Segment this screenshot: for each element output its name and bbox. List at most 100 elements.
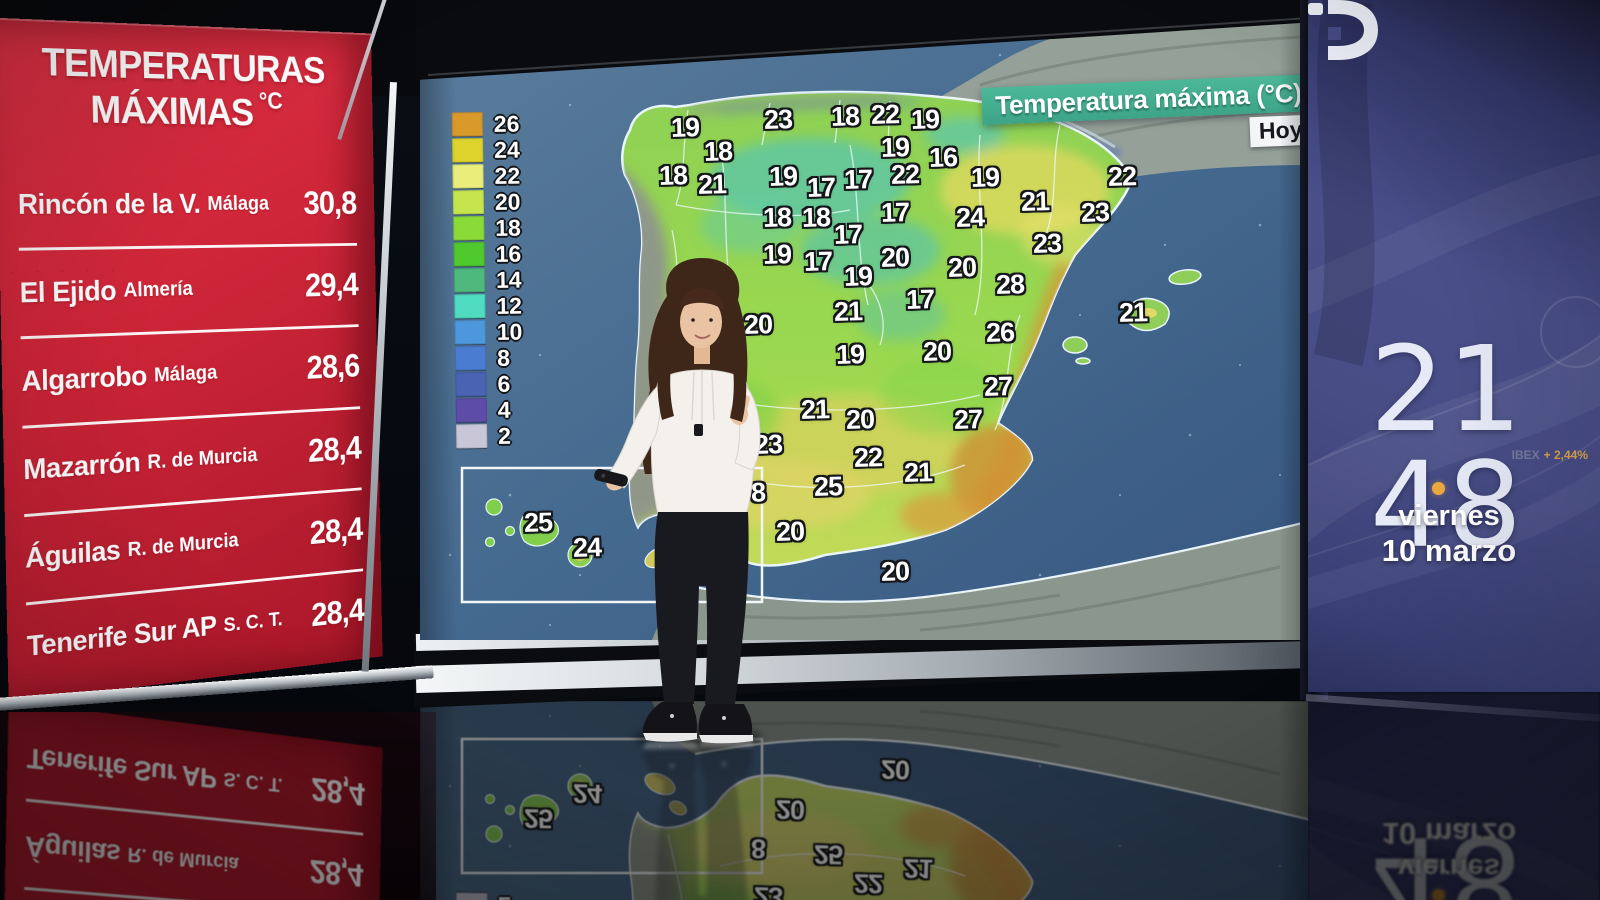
legend-value: 22 [494,162,521,189]
map-temperature-label: 21 [903,457,933,488]
map-temperature-label: 22 [853,868,883,899]
legend-value: 2 [497,422,512,449]
legend-entry: 20 [452,188,521,216]
legend-value: 16 [495,240,522,267]
map-temperature-label: 8 [750,833,766,864]
map-temperature-label: 27 [983,371,1013,402]
legend-entry: 4 [455,396,524,424]
panel-title-unit: °C [258,88,283,115]
map-temperature-label: 21 [833,296,863,327]
map-temperature-label: 19 [670,112,700,143]
station-value: 28,4 [310,592,365,634]
ticker-index-label: IBEX [1511,448,1540,462]
map-temperature-label: 25 [523,803,553,834]
floor-reflection-red-panel: TEMPERATURAS MÁXIMAS°C Rincón de la V.Má… [0,712,436,900]
legend-value: 4 [497,396,511,423]
station-value: 28,6 [306,348,360,387]
map-temperature-label: 18 [658,160,688,192]
station-value: 30,8 [303,185,357,222]
date-weekday: viernes [1398,500,1500,532]
map-temperature-label: 27 [953,404,983,435]
clock-minutes: 48 [1369,435,1525,574]
temperature-row: El Ejido Almería 29,4 [18,245,359,340]
station-name: El Ejido [19,275,117,310]
station-value: 29,4 [304,266,359,305]
balearic-islands [1062,268,1202,365]
map-temperature-label: 21 [1020,186,1050,217]
north-africa [652,518,1315,640]
panel-ring-decoration [1540,296,1600,368]
map-temperature-label: 17 [803,246,833,277]
map-temperature-label: 24 [955,202,985,233]
map-temperature-label: 16 [928,142,958,173]
legend-swatch [452,138,484,163]
map-temperature-label: 20 [880,754,910,785]
reflection-clone: Temperatura máxima (°C) Hoy 262422201816… [420,701,1315,900]
legend-entry: 6 [455,370,523,398]
legend-entry: 2 [456,422,524,450]
station-region: R. de Murcia [127,528,239,561]
max-temperatures-panel: TEMPERATURAS MÁXIMAS °C Rincón de la V. Má… [0,17,424,704]
map-temperature-label: 18 [830,101,860,132]
legend-entry: 24 [452,136,520,164]
floor-reflection-right-panel: 21 48 IBEX+ 2,44% viernes 10 marzo [1308,692,1600,900]
station-region: Almería [123,277,194,302]
station-value: 28,4 [307,429,362,470]
map-temperature-label: 19 [910,104,940,135]
legend-swatch [454,346,487,371]
north-africa [652,701,1315,823]
map-temperature-label: 20 [743,309,773,340]
map-temperature-label: 22 [853,442,883,473]
floor-reflection-map: Temperatura máxima (°C) Hoy 262422201816… [420,701,1315,900]
map-temperature-label: 19 [835,339,864,370]
stock-ticker: IBEX + 2,44% [1448,448,1588,462]
temperature-row: Rincón de la V. Málaga 30,8 [17,162,358,251]
station-region: S. C. T. [223,608,283,637]
legend-swatch [455,398,487,423]
map-temperature-label: 17 [843,164,873,195]
max-temperatures-panel-face: TEMPERATURAS MÁXIMAS°C Rincón de la V.Má… [0,712,383,900]
legend-entry: 16 [453,240,522,268]
station-name: Rincón de la V. [17,188,201,221]
map-temperature-label: 8 [750,477,766,508]
map-temperature-label: 18 [762,202,792,233]
map-temperature-label: 19 [970,162,1000,193]
reflection-clone: TEMPERATURAS MÁXIMAS°C Rincón de la V.Má… [0,712,424,900]
legend-swatch [452,190,485,215]
station-value: 28,4 [310,770,365,812]
legend-swatch [452,164,484,189]
date-weekday: viernes [1398,852,1500,884]
legend-entry: 22 [452,162,521,190]
map-temperature-label: 20 [775,516,805,547]
legend-value: 2 [498,892,511,900]
legend-entry: 14 [453,266,522,294]
map-temperature-label: 17 [880,197,910,228]
legend-value: 8 [496,344,511,371]
map-temperature-label: 25 [523,507,553,538]
map-temperature-label: 21 [800,394,830,425]
map-temperature-label: 24 [572,778,602,809]
map-temperature-label: 20 [880,242,910,273]
legend-swatch [456,892,488,900]
map-temperature-label: 17 [833,219,863,250]
station-region: Málaga [153,361,218,387]
map-temperature-label: 22 [890,159,920,190]
date-day: 10 marzo [1381,815,1517,851]
legend-swatch [453,216,485,241]
map-temperature-label: 19 [843,261,873,292]
legend-value: 14 [495,266,522,293]
date-day: 10 marzo [1381,533,1517,569]
map-temperature-label: 22 [1107,161,1137,192]
station-name: Águilas [24,534,121,575]
canary-inset [460,737,764,875]
map-temperature-label: 20 [947,252,977,283]
ticker-change-value: + 2,44% [1543,448,1588,462]
map-temperature-label: 28 [995,269,1025,300]
map-temperature-label: 19 [768,161,798,192]
legend-swatch [453,268,486,293]
studio-clock: 21 48 [1308,330,1586,574]
